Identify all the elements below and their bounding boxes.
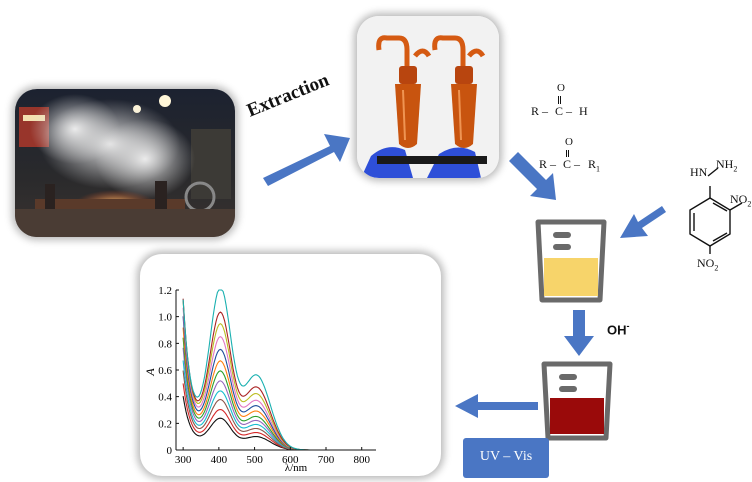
y-tick-label: 0.2 (158, 418, 172, 430)
impinger-photo (357, 16, 499, 178)
ketone-dash2: – (574, 157, 580, 171)
y-tick-label: 0.4 (158, 392, 172, 404)
y-tick-label: 0.8 (158, 338, 172, 350)
smoke-photo-panel (15, 89, 235, 237)
ketone-r1: R1 (588, 157, 601, 174)
dnph-structure (689, 167, 743, 254)
aldehyde-c: C (555, 104, 564, 118)
aldehyde-o: O (557, 82, 565, 94)
y-tick-label: 1.2 (158, 285, 172, 297)
aldehyde-r: R (531, 104, 540, 118)
to-beaker-arrow (509, 152, 556, 200)
y-tick-label: 0 (167, 445, 173, 457)
ketone-dash1: – (550, 157, 556, 171)
x-tick-label: 300 (175, 454, 192, 466)
spectrum-panel: 0 0.2 0.4 0.6 0.8 1.0 1.2 300 400 500 600 700 800 A … (140, 254, 441, 476)
extraction-arrow (263, 134, 350, 186)
yellow-beaker (535, 219, 607, 303)
y-tick-label: 1.0 (158, 312, 172, 324)
aldehyde-h: H (579, 104, 588, 118)
dnph-nh2: NH2 (716, 157, 738, 174)
ketone-r: R (539, 157, 548, 171)
impinger-photo-panel (357, 16, 499, 178)
base-arrow (564, 310, 594, 356)
aldehyde-dash1: – (542, 104, 548, 118)
x-tick-label: 600 (282, 454, 299, 466)
x-tick-label: 500 (246, 454, 263, 466)
ketone-double-bond (566, 150, 569, 157)
x-axis-label: λ/nm (285, 462, 308, 474)
aldehyde-dash2: – (566, 104, 572, 118)
y-axis-label: A (143, 368, 157, 377)
aldehyde-double-bond (558, 96, 561, 104)
red-beaker (541, 361, 613, 441)
x-tick-label: 400 (211, 454, 228, 466)
smoke-photo (15, 89, 235, 237)
reagent-arrow (620, 206, 666, 238)
to-uvvis-arrow (455, 394, 538, 418)
y-tick-label: 0.6 (158, 365, 172, 377)
chart-axes: 0 0.2 0.4 0.6 0.8 1.0 1.2 300 400 500 600 700 800 (158, 285, 376, 466)
ketone-o: O (565, 136, 573, 148)
dnph-no2-top: NO2 (730, 192, 752, 209)
ketone-c: C (563, 157, 572, 171)
spectrum-curves (182, 289, 369, 451)
uvvis-label: UV – Vis (479, 449, 533, 464)
x-tick-label: 800 (353, 454, 370, 466)
hydroxide-label: OH- (607, 321, 630, 338)
dnph-hn: HN (690, 165, 708, 179)
dnph-no2-bottom: NO2 (697, 256, 719, 273)
uvvis-box: UV – Vis (463, 438, 549, 478)
x-tick-label: 700 (318, 454, 335, 466)
